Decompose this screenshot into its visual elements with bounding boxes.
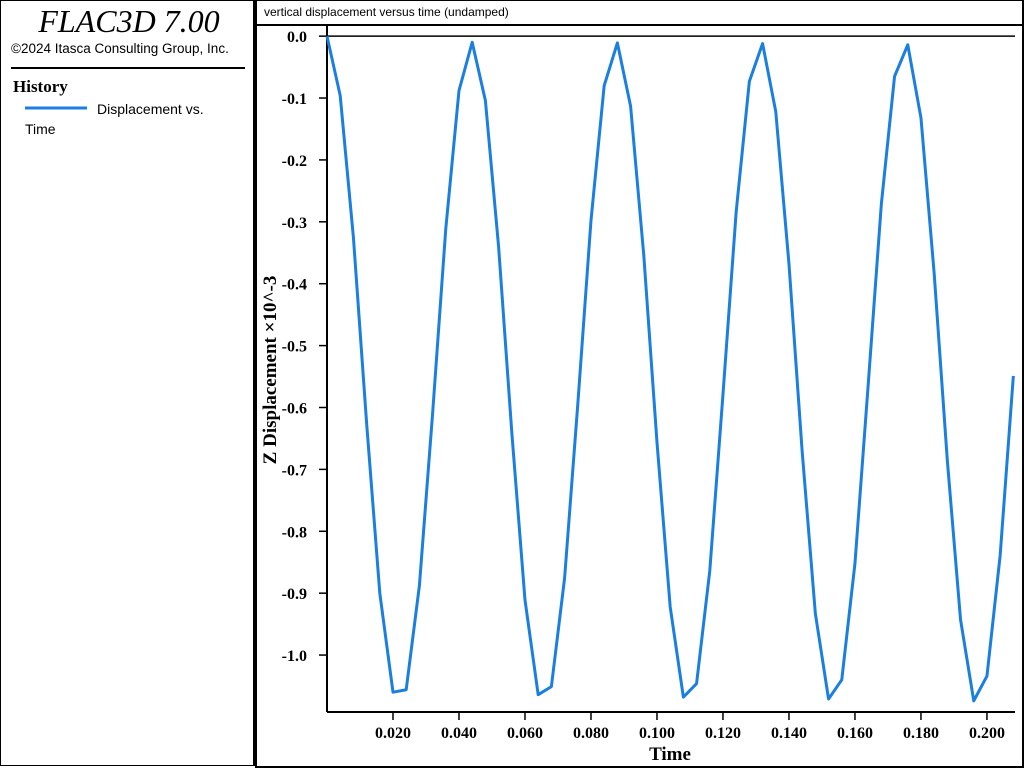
y-tick-label: -0.6 [282, 400, 307, 417]
x-axis-label: Time [649, 744, 691, 765]
chart-frame [255, 0, 1024, 768]
legend-swatch [25, 106, 87, 110]
y-tick-label: -0.9 [282, 586, 307, 603]
y-tick-label: -0.8 [282, 524, 307, 541]
x-tick-label: 0.080 [573, 725, 609, 742]
x-tick-label: 0.060 [507, 725, 543, 742]
x-tick-label: 0.100 [639, 725, 675, 742]
side-panel: FLAC3D 7.00 ©2024 Itasca Consulting Grou… [0, 0, 255, 766]
x-tick-label: 0.160 [837, 725, 873, 742]
x-tick-label: 0.020 [375, 725, 411, 742]
x-tick-label: 0.140 [771, 725, 807, 742]
y-axis-label: Z Displacement ×10^-3 [260, 276, 281, 465]
y-tick-label: -0.5 [282, 339, 307, 356]
divider [11, 67, 245, 69]
y-tick-label: -1.0 [282, 648, 307, 665]
y-tick-label: -0.3 [282, 215, 307, 232]
app-title: FLAC3D 7.00 [38, 3, 220, 39]
y-tick-label: -0.4 [282, 277, 307, 294]
y-tick-label: 0.0 [287, 29, 307, 46]
data-line [325, 35, 1015, 703]
copyright: ©2024 Itasca Consulting Group, Inc. [11, 41, 229, 56]
y-tick-label: -0.1 [282, 91, 307, 108]
x-tick-label: 0.200 [969, 725, 1005, 742]
y-tick-label: -0.2 [282, 153, 307, 170]
legend-entry: Displacement vs. Time [25, 101, 204, 137]
y-tick-label: -0.7 [282, 462, 307, 479]
x-tick-label: 0.180 [903, 725, 939, 742]
legend-heading: History [13, 77, 68, 96]
chart-title: vertical displacement versus time (undam… [264, 5, 509, 19]
x-tick-label: 0.040 [441, 725, 477, 742]
x-tick-label: 0.120 [705, 725, 741, 742]
